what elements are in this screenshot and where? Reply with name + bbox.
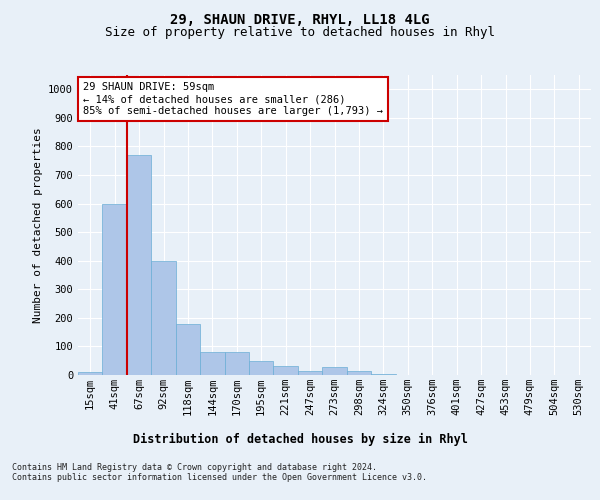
Text: Contains HM Land Registry data © Crown copyright and database right 2024.
Contai: Contains HM Land Registry data © Crown c… <box>12 462 427 482</box>
Bar <box>249 360 274 375</box>
Bar <box>322 367 347 375</box>
Text: Distribution of detached houses by size in Rhyl: Distribution of detached houses by size … <box>133 432 467 446</box>
Bar <box>224 352 249 375</box>
Text: Size of property relative to detached houses in Rhyl: Size of property relative to detached ho… <box>105 26 495 39</box>
Bar <box>347 370 371 375</box>
Bar <box>200 352 224 375</box>
Bar <box>298 370 322 375</box>
Bar <box>78 372 103 375</box>
Bar <box>274 366 298 375</box>
Bar <box>176 324 200 375</box>
Text: 29 SHAUN DRIVE: 59sqm
← 14% of detached houses are smaller (286)
85% of semi-det: 29 SHAUN DRIVE: 59sqm ← 14% of detached … <box>83 82 383 116</box>
Bar <box>371 374 395 375</box>
Y-axis label: Number of detached properties: Number of detached properties <box>32 127 43 323</box>
Bar <box>151 260 176 375</box>
Bar <box>127 155 151 375</box>
Text: 29, SHAUN DRIVE, RHYL, LL18 4LG: 29, SHAUN DRIVE, RHYL, LL18 4LG <box>170 12 430 26</box>
Bar <box>103 204 127 375</box>
